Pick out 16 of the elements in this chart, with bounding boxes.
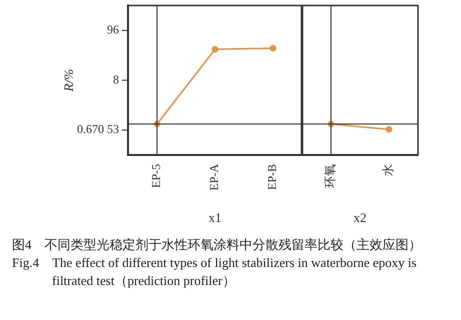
text: 8 bbox=[113, 72, 119, 86]
caption: Fig.4 The effect of different types of light stabilizers in waterborne epoxy is filtrated test（prediction profiler） bbox=[12, 254, 418, 290]
text: 0.670 53 bbox=[77, 122, 119, 136]
y-axis-title: R/% bbox=[61, 68, 76, 92]
x-axis-title: x1 bbox=[208, 210, 222, 225]
x-tick-label: 环氧 bbox=[323, 164, 338, 188]
x-tick-label: EP-A bbox=[207, 164, 222, 191]
point bbox=[270, 44, 276, 52]
caption: 图4 不同类型光稳定剂于水性环氧涂料中分散残留率比较（主效应图） bbox=[12, 236, 422, 254]
point bbox=[386, 126, 392, 133]
text: x2 bbox=[354, 210, 366, 225]
x-tick-label: EP-5 bbox=[149, 164, 164, 188]
point bbox=[212, 46, 218, 53]
text: 96 bbox=[107, 22, 119, 37]
x-tick-label: 水 bbox=[381, 164, 396, 176]
x-tick-label: EP-B bbox=[265, 164, 280, 190]
